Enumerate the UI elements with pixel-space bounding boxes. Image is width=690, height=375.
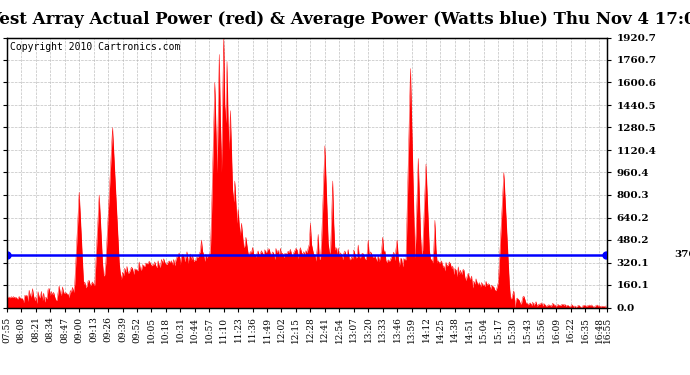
Text: West Array Actual Power (red) & Average Power (Watts blue) Thu Nov 4 17:02: West Array Actual Power (red) & Average … — [0, 11, 690, 28]
Text: 376.47→: 376.47→ — [674, 250, 690, 259]
Text: Copyright 2010 Cartronics.com: Copyright 2010 Cartronics.com — [10, 42, 180, 51]
